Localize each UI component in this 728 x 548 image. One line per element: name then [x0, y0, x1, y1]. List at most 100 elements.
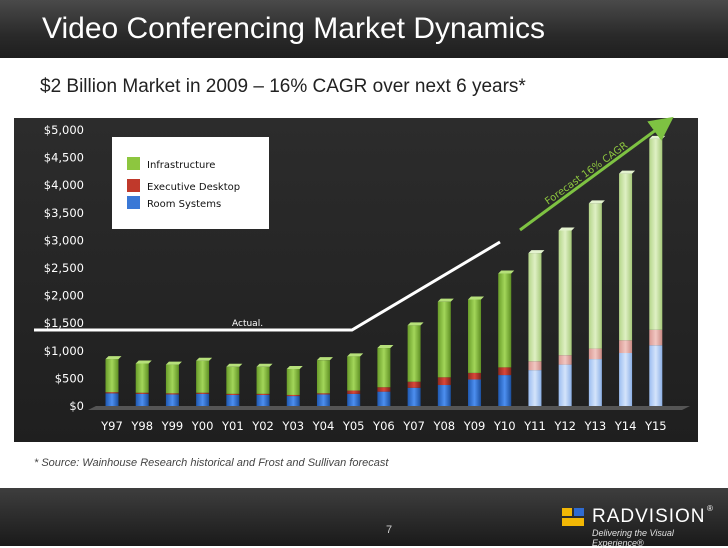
x-tick-label: Y10 — [493, 419, 516, 433]
legend-swatch-infrastructure — [127, 157, 140, 170]
bar-segment-room-systems-y98 — [135, 393, 149, 406]
x-tick-label: Y03 — [281, 419, 304, 433]
bar-segment-infrastructure-y00 — [196, 360, 210, 393]
bar-segment-executive-desktop-y04 — [316, 393, 330, 395]
bar-cap-y01 — [226, 363, 243, 367]
bar-segment-infrastructure-y14 — [619, 173, 633, 341]
bar-segment-executive-desktop-y12 — [558, 355, 572, 365]
x-tick-label: Y01 — [221, 419, 244, 433]
y-tick-label: $2,500 — [44, 261, 84, 275]
bar-segment-room-systems-y15 — [649, 345, 663, 406]
x-tick-label: Y07 — [402, 419, 425, 433]
bar-segment-infrastructure-y10 — [498, 273, 512, 368]
bar-segment-executive-desktop-y07 — [407, 381, 421, 388]
bar-cap-y15 — [649, 135, 666, 139]
bar-segment-infrastructure-y03 — [286, 369, 300, 395]
bar-cap-y98 — [135, 360, 152, 364]
y-tick-label: $0 — [69, 399, 84, 413]
x-tick-label: Y97 — [100, 419, 123, 433]
title-bar: Video Conferencing Market Dynamics — [0, 0, 728, 58]
bar-segment-room-systems-y08 — [437, 385, 451, 406]
bar-segment-infrastructure-y08 — [437, 301, 451, 378]
y-tick-label: $3,000 — [44, 233, 84, 247]
x-tick-label: Y02 — [251, 419, 274, 433]
x-tick-label: Y14 — [614, 419, 637, 433]
bar-segment-infrastructure-y04 — [316, 360, 330, 394]
bar-segment-infrastructure-y15 — [649, 138, 663, 330]
x-tick-label: Y99 — [161, 419, 184, 433]
brand-registered-mark: ® — [707, 504, 713, 513]
x-tick-label: Y15 — [644, 419, 667, 433]
x-tick-label: Y11 — [523, 419, 546, 433]
bar-segment-infrastructure-y97 — [105, 359, 119, 393]
slide-title: Video Conferencing Market Dynamics — [42, 12, 546, 45]
y-tick-label: $500 — [55, 371, 84, 385]
bar-segment-infrastructure-y05 — [347, 356, 361, 391]
legend-swatch-executive-desktop — [127, 179, 140, 192]
bar-segment-executive-desktop-y15 — [649, 329, 663, 346]
bar-cap-y04 — [316, 357, 333, 361]
brand-tagline: Delivering the Visual Experience® — [592, 528, 674, 548]
bar-segment-room-systems-y13 — [588, 359, 602, 406]
bar-cap-y13 — [588, 200, 605, 204]
bar-cap-y00 — [196, 357, 213, 361]
bar-segment-executive-desktop-y03 — [286, 394, 300, 397]
bar-segment-room-systems-y06 — [377, 391, 391, 406]
y-tick-label: $3,500 — [44, 206, 84, 220]
bar-segment-room-systems-y07 — [407, 387, 421, 406]
bar-segment-room-systems-y10 — [498, 375, 512, 406]
legend-label-executive-desktop: Executive Desktop — [147, 182, 240, 193]
chart-floor — [88, 406, 690, 410]
bar-segment-executive-desktop-y10 — [498, 367, 512, 376]
bar-segment-infrastructure-y07 — [407, 325, 421, 382]
legend: Infrastructure Executive Desktop Room Sy… — [112, 137, 269, 229]
bar-segment-room-systems-y05 — [347, 393, 361, 406]
x-tick-label: Y08 — [432, 419, 455, 433]
bar-segment-infrastructure-y01 — [226, 366, 240, 394]
bars — [105, 135, 666, 406]
bar-segment-room-systems-y03 — [286, 396, 300, 406]
x-tick-label: Y13 — [584, 419, 607, 433]
axes: $0 $500 $1,000 $1,500 $2,000 $2,500 $3,000 $3,5… — [44, 123, 690, 433]
bar-segment-room-systems-y09 — [468, 379, 482, 406]
bar-cap-y99 — [165, 361, 182, 365]
actual-label: Actual. — [232, 319, 263, 329]
bar-segment-room-systems-y02 — [256, 394, 270, 406]
y-tick-label: $2,000 — [44, 289, 84, 303]
y-tick-label: $4,500 — [44, 151, 84, 165]
page-number: 7 — [386, 524, 393, 536]
bar-segment-executive-desktop-y09 — [468, 372, 482, 380]
bar-segment-infrastructure-y02 — [256, 366, 270, 394]
radvision-logo-icon — [562, 508, 584, 526]
y-tick-label: $1,500 — [44, 316, 84, 330]
footer-bar — [0, 488, 728, 546]
bar-segment-infrastructure-y11 — [528, 253, 542, 362]
bar-segment-room-systems-y04 — [316, 394, 330, 406]
actual-trend-line — [34, 240, 501, 332]
bar-cap-y14 — [619, 170, 636, 174]
bar-segment-room-systems-y12 — [558, 364, 572, 406]
x-tick-label: Y06 — [372, 419, 395, 433]
bar-segment-executive-desktop-y97 — [105, 392, 119, 394]
bar-cap-y12 — [558, 227, 575, 231]
bar-segment-room-systems-y11 — [528, 370, 542, 406]
bar-segment-room-systems-y99 — [165, 394, 179, 406]
bar-segment-executive-desktop-y06 — [377, 387, 391, 392]
brand-name: RADVISION — [592, 506, 706, 527]
y-tick-label: $4,000 — [44, 178, 84, 192]
bar-segment-executive-desktop-y00 — [196, 392, 210, 394]
x-tick-label: Y09 — [463, 419, 486, 433]
legend-swatch-room-systems — [127, 196, 140, 209]
bar-cap-y10 — [498, 270, 515, 274]
bar-segment-executive-desktop-y05 — [347, 390, 361, 394]
bar-segment-executive-desktop-y98 — [135, 392, 149, 394]
bar-segment-room-systems-y00 — [196, 393, 210, 406]
bar-segment-executive-desktop-y08 — [437, 377, 451, 386]
legend-label-room-systems: Room Systems — [147, 199, 221, 210]
x-tick-label: Y12 — [553, 419, 576, 433]
bar-cap-y05 — [347, 353, 364, 357]
bar-cap-y11 — [528, 250, 545, 254]
legend-label-infrastructure: Infrastructure — [147, 160, 215, 171]
x-tick-label: Y04 — [312, 419, 335, 433]
